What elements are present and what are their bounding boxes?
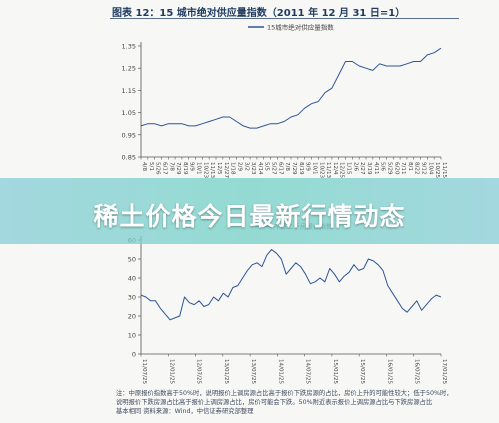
- legend-label: 15城市绝对供应量指数: [267, 23, 334, 32]
- x-tick-label: 4/8: [141, 162, 147, 171]
- x-tick-label: 14/07/25: [305, 359, 311, 385]
- x-tick-label: 15/01/25: [332, 359, 338, 385]
- x-tick-label: 6/17: [161, 162, 167, 175]
- y-tick-label: 30: [128, 294, 136, 302]
- note-line-2: 说明报价下跌房源占比高于报价上调房源占比，房价可能会下跌。50%附近表示报价上调…: [116, 399, 433, 406]
- x-tick-label: 9/9: [189, 162, 195, 171]
- y-tick-label: 0.95: [122, 131, 136, 139]
- x-tick-label: 17/01/25: [441, 359, 447, 385]
- x-tick-label: 10/23: [202, 162, 208, 179]
- x-tick-label: 9/12: [421, 162, 427, 175]
- x-tick-label: 8/22: [414, 162, 420, 175]
- x-tick-label: 11/13: [325, 162, 331, 179]
- y-tick-label: 1.25: [122, 65, 136, 73]
- x-tick-label: 10/1: [311, 162, 317, 175]
- y-tick-label: 10: [128, 332, 136, 340]
- note-line-1: 注：中原报价指数高于50%时，说明报价上调房源占比高于报价下跌房源的占比，房价上…: [116, 390, 453, 397]
- y-tick-label: 0: [132, 351, 136, 359]
- x-tick-label: 3/19: [366, 162, 372, 175]
- x-tick-label: 10/23: [318, 162, 324, 179]
- x-tick-label: 9/9: [305, 162, 311, 171]
- x-tick-label: 5/6: [380, 162, 386, 171]
- series-line: [140, 47, 442, 129]
- x-tick-label: 3/23: [250, 162, 256, 175]
- overlay-banner: [0, 178, 499, 244]
- x-tick-label: 1/18: [230, 162, 236, 175]
- x-tick-label: 12/27: [223, 162, 229, 179]
- x-tick-label: 5/27: [271, 162, 277, 175]
- series-line: [140, 249, 442, 321]
- x-tick-label: 7/11: [400, 162, 406, 175]
- x-tick-label: 12/25: [339, 162, 345, 179]
- x-tick-label: 7/29: [291, 162, 297, 175]
- x-tick-label: 3/2: [243, 162, 249, 171]
- x-tick-label: 5/26: [155, 162, 161, 175]
- banner-headline: 稀土价格今日最新行情动态: [93, 202, 406, 231]
- y-tick-label: 50: [128, 256, 136, 264]
- x-tick-label: 7/8: [168, 162, 174, 171]
- title-rule: [110, 18, 459, 19]
- x-tick-label: 5/1: [148, 162, 154, 171]
- x-tick-label: 8/19: [298, 162, 304, 175]
- x-tick-label: 12/5: [216, 162, 222, 175]
- x-tick-label: 10/1: [196, 162, 202, 175]
- note-line-3: 基本相同 资料来源：Wind，中信证券研究部整理: [116, 408, 254, 415]
- x-tick-label: 12/07/25: [196, 359, 202, 385]
- figure-title: 图表 12：15 城市绝对供应量指数（2011 年 12 月 31 日=1）: [112, 8, 406, 19]
- x-tick-label: 11/15: [441, 162, 447, 179]
- x-tick-label: 8/19: [182, 162, 188, 175]
- y-tick-label: 1.35: [122, 43, 136, 51]
- x-tick-label: 4/11: [373, 162, 379, 175]
- y-tick-label: 1.15: [122, 87, 136, 95]
- y-tick-label: 20: [128, 313, 136, 321]
- y-tick-label: 1.05: [122, 109, 136, 117]
- x-tick-label: 13/01/25: [223, 359, 229, 385]
- x-tick-label: 2/27: [359, 162, 365, 175]
- x-tick-label: 6/17: [277, 162, 283, 175]
- x-tick-label: 11/13: [209, 162, 215, 179]
- x-tick-label: 12/01/25: [168, 359, 174, 385]
- x-tick-label: 14/01/25: [277, 359, 283, 385]
- x-tick-label: 4/14: [257, 162, 263, 175]
- x-tick-label: 10/25: [434, 162, 440, 179]
- x-tick-label: 6/20: [393, 162, 399, 175]
- x-tick-label: 7/8: [284, 162, 290, 171]
- x-tick-label: 7/29: [175, 162, 181, 175]
- x-tick-label: 5/29: [386, 162, 392, 175]
- x-tick-label: 2/6: [352, 162, 358, 171]
- y-tick-label: 0.85: [122, 154, 136, 162]
- x-tick-label: 8/1: [407, 162, 413, 171]
- x-tick-label: 10/4: [427, 162, 433, 175]
- x-tick-label: 12/4: [332, 162, 338, 175]
- x-tick-label: 1/15: [346, 162, 352, 175]
- y-tick-label: 40: [128, 275, 136, 283]
- x-tick-label: 5/5: [264, 162, 270, 171]
- x-tick-label: 16/07/25: [414, 359, 420, 385]
- x-tick-label: 15/07/25: [359, 359, 365, 385]
- x-tick-label: 2/9: [236, 162, 242, 171]
- x-tick-label: 13/07/25: [250, 359, 256, 385]
- x-tick-label: 16/01/25: [386, 359, 392, 385]
- x-tick-label: 11/07/25: [141, 359, 147, 385]
